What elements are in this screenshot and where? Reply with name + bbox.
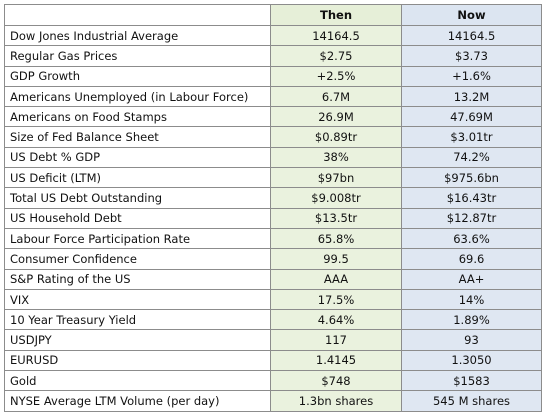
now-value: +1.6%: [401, 65, 542, 87]
now-value: AA+: [401, 268, 542, 290]
now-value: 74.2%: [401, 146, 542, 169]
table-row: GDP Growth +2.5% +1.6%: [4, 65, 542, 87]
row-label: NYSE Average LTM Volume (per day): [4, 390, 271, 412]
now-value: 93: [401, 329, 542, 351]
then-value: $9.008tr: [270, 187, 402, 209]
now-value: 69.6: [401, 248, 542, 270]
now-value: 47.69M: [401, 106, 542, 128]
row-label: US Deficit (LTM): [4, 167, 271, 189]
row-label: Consumer Confidence: [4, 248, 271, 270]
table-row: S&P Rating of the US AAA AA+: [4, 268, 542, 290]
table-row: Regular Gas Prices $2.75 $3.73: [4, 45, 542, 67]
now-value: 1.3050: [401, 349, 542, 372]
then-value: $97bn: [270, 167, 402, 189]
table-row: 10 Year Treasury Yield 4.64% 1.89%: [4, 309, 542, 331]
row-label: EURUSD: [4, 349, 271, 372]
now-value: $16.43tr: [401, 187, 542, 209]
then-value: 38%: [270, 146, 402, 169]
now-value: $3.01tr: [401, 126, 542, 148]
table-row: Americans Unemployed (in Labour Force) 6.…: [4, 85, 542, 108]
row-label: S&P Rating of the US: [4, 268, 271, 290]
then-value: 117: [270, 329, 402, 351]
table-row: VIX 17.5% 14%: [4, 288, 542, 311]
table-row: EURUSD 1.4145 1.3050: [4, 349, 542, 372]
table-row: Gold $748 $1583: [4, 370, 542, 392]
then-value: AAA: [270, 268, 402, 290]
row-label: 10 Year Treasury Yield: [4, 309, 271, 331]
table-row: Dow Jones Industrial Average 14164.5 14164…: [4, 24, 542, 47]
now-value: 1.89%: [401, 309, 542, 331]
then-value: $13.5tr: [270, 207, 402, 229]
row-label: Labour Force Participation Rate: [4, 227, 271, 250]
comparison-table-container: Then Now Dow Jones Industrial Average 141…: [4, 4, 542, 412]
row-label: GDP Growth: [4, 65, 271, 87]
then-value: $2.75: [270, 45, 402, 67]
row-label: Total US Debt Outstanding: [4, 187, 271, 209]
table-row: Consumer Confidence 99.5 69.6: [4, 248, 542, 270]
row-label: Americans Unemployed (in Labour Force): [4, 85, 271, 108]
table-row: USDJPY 117 93: [4, 329, 542, 351]
then-value: 26.9M: [270, 106, 402, 128]
then-value: 1.3bn shares: [270, 390, 402, 412]
then-value: 65.8%: [270, 227, 402, 250]
now-value: 545 M shares: [401, 390, 542, 412]
then-value: $0.89tr: [270, 126, 402, 148]
table-row: NYSE Average LTM Volume (per day) 1.3bn s…: [4, 390, 542, 412]
row-label: Regular Gas Prices: [4, 45, 271, 67]
table-body: Dow Jones Industrial Average 14164.5 14164…: [4, 24, 542, 412]
then-value: 6.7M: [270, 85, 402, 108]
then-value: 99.5: [270, 248, 402, 270]
table-row: Americans on Food Stamps 26.9M 47.69M: [4, 106, 542, 128]
table-row: Labour Force Participation Rate 65.8% 63.6…: [4, 227, 542, 250]
now-value: 14%: [401, 288, 542, 311]
row-label: US Debt % GDP: [4, 146, 271, 169]
then-value: +2.5%: [270, 65, 402, 87]
then-value: 14164.5: [270, 24, 402, 47]
then-now-comparison-table: Then Now Dow Jones Industrial Average 141…: [4, 4, 542, 412]
table-row: US Debt % GDP 38% 74.2%: [4, 146, 542, 169]
table-row: Total US Debt Outstanding $9.008tr $16.43t…: [4, 187, 542, 209]
then-value: $748: [270, 370, 402, 392]
now-value: 14164.5: [401, 24, 542, 47]
row-label: VIX: [4, 288, 271, 311]
now-value: $975.6bn: [401, 167, 542, 189]
now-value: 63.6%: [401, 227, 542, 250]
row-label: USDJPY: [4, 329, 271, 351]
row-label: US Household Debt: [4, 207, 271, 229]
then-value: 4.64%: [270, 309, 402, 331]
now-value: $1583: [401, 370, 542, 392]
table-row: US Household Debt $13.5tr $12.87tr: [4, 207, 542, 229]
header-then: Then: [270, 4, 402, 26]
row-label: Dow Jones Industrial Average: [4, 24, 271, 47]
row-label: Americans on Food Stamps: [4, 106, 271, 128]
now-value: 13.2M: [401, 85, 542, 108]
row-label: Size of Fed Balance Sheet: [4, 126, 271, 148]
then-value: 1.4145: [270, 349, 402, 372]
table-row: US Deficit (LTM) $97bn $975.6bn: [4, 167, 542, 189]
header-now: Now: [401, 4, 542, 26]
now-value: $3.73: [401, 45, 542, 67]
table-row: Size of Fed Balance Sheet $0.89tr $3.01tr: [4, 126, 542, 148]
then-value: 17.5%: [270, 288, 402, 311]
header-label-column: [4, 4, 271, 26]
now-value: $12.87tr: [401, 207, 542, 229]
header-row: Then Now: [4, 4, 542, 26]
row-label: Gold: [4, 370, 271, 392]
